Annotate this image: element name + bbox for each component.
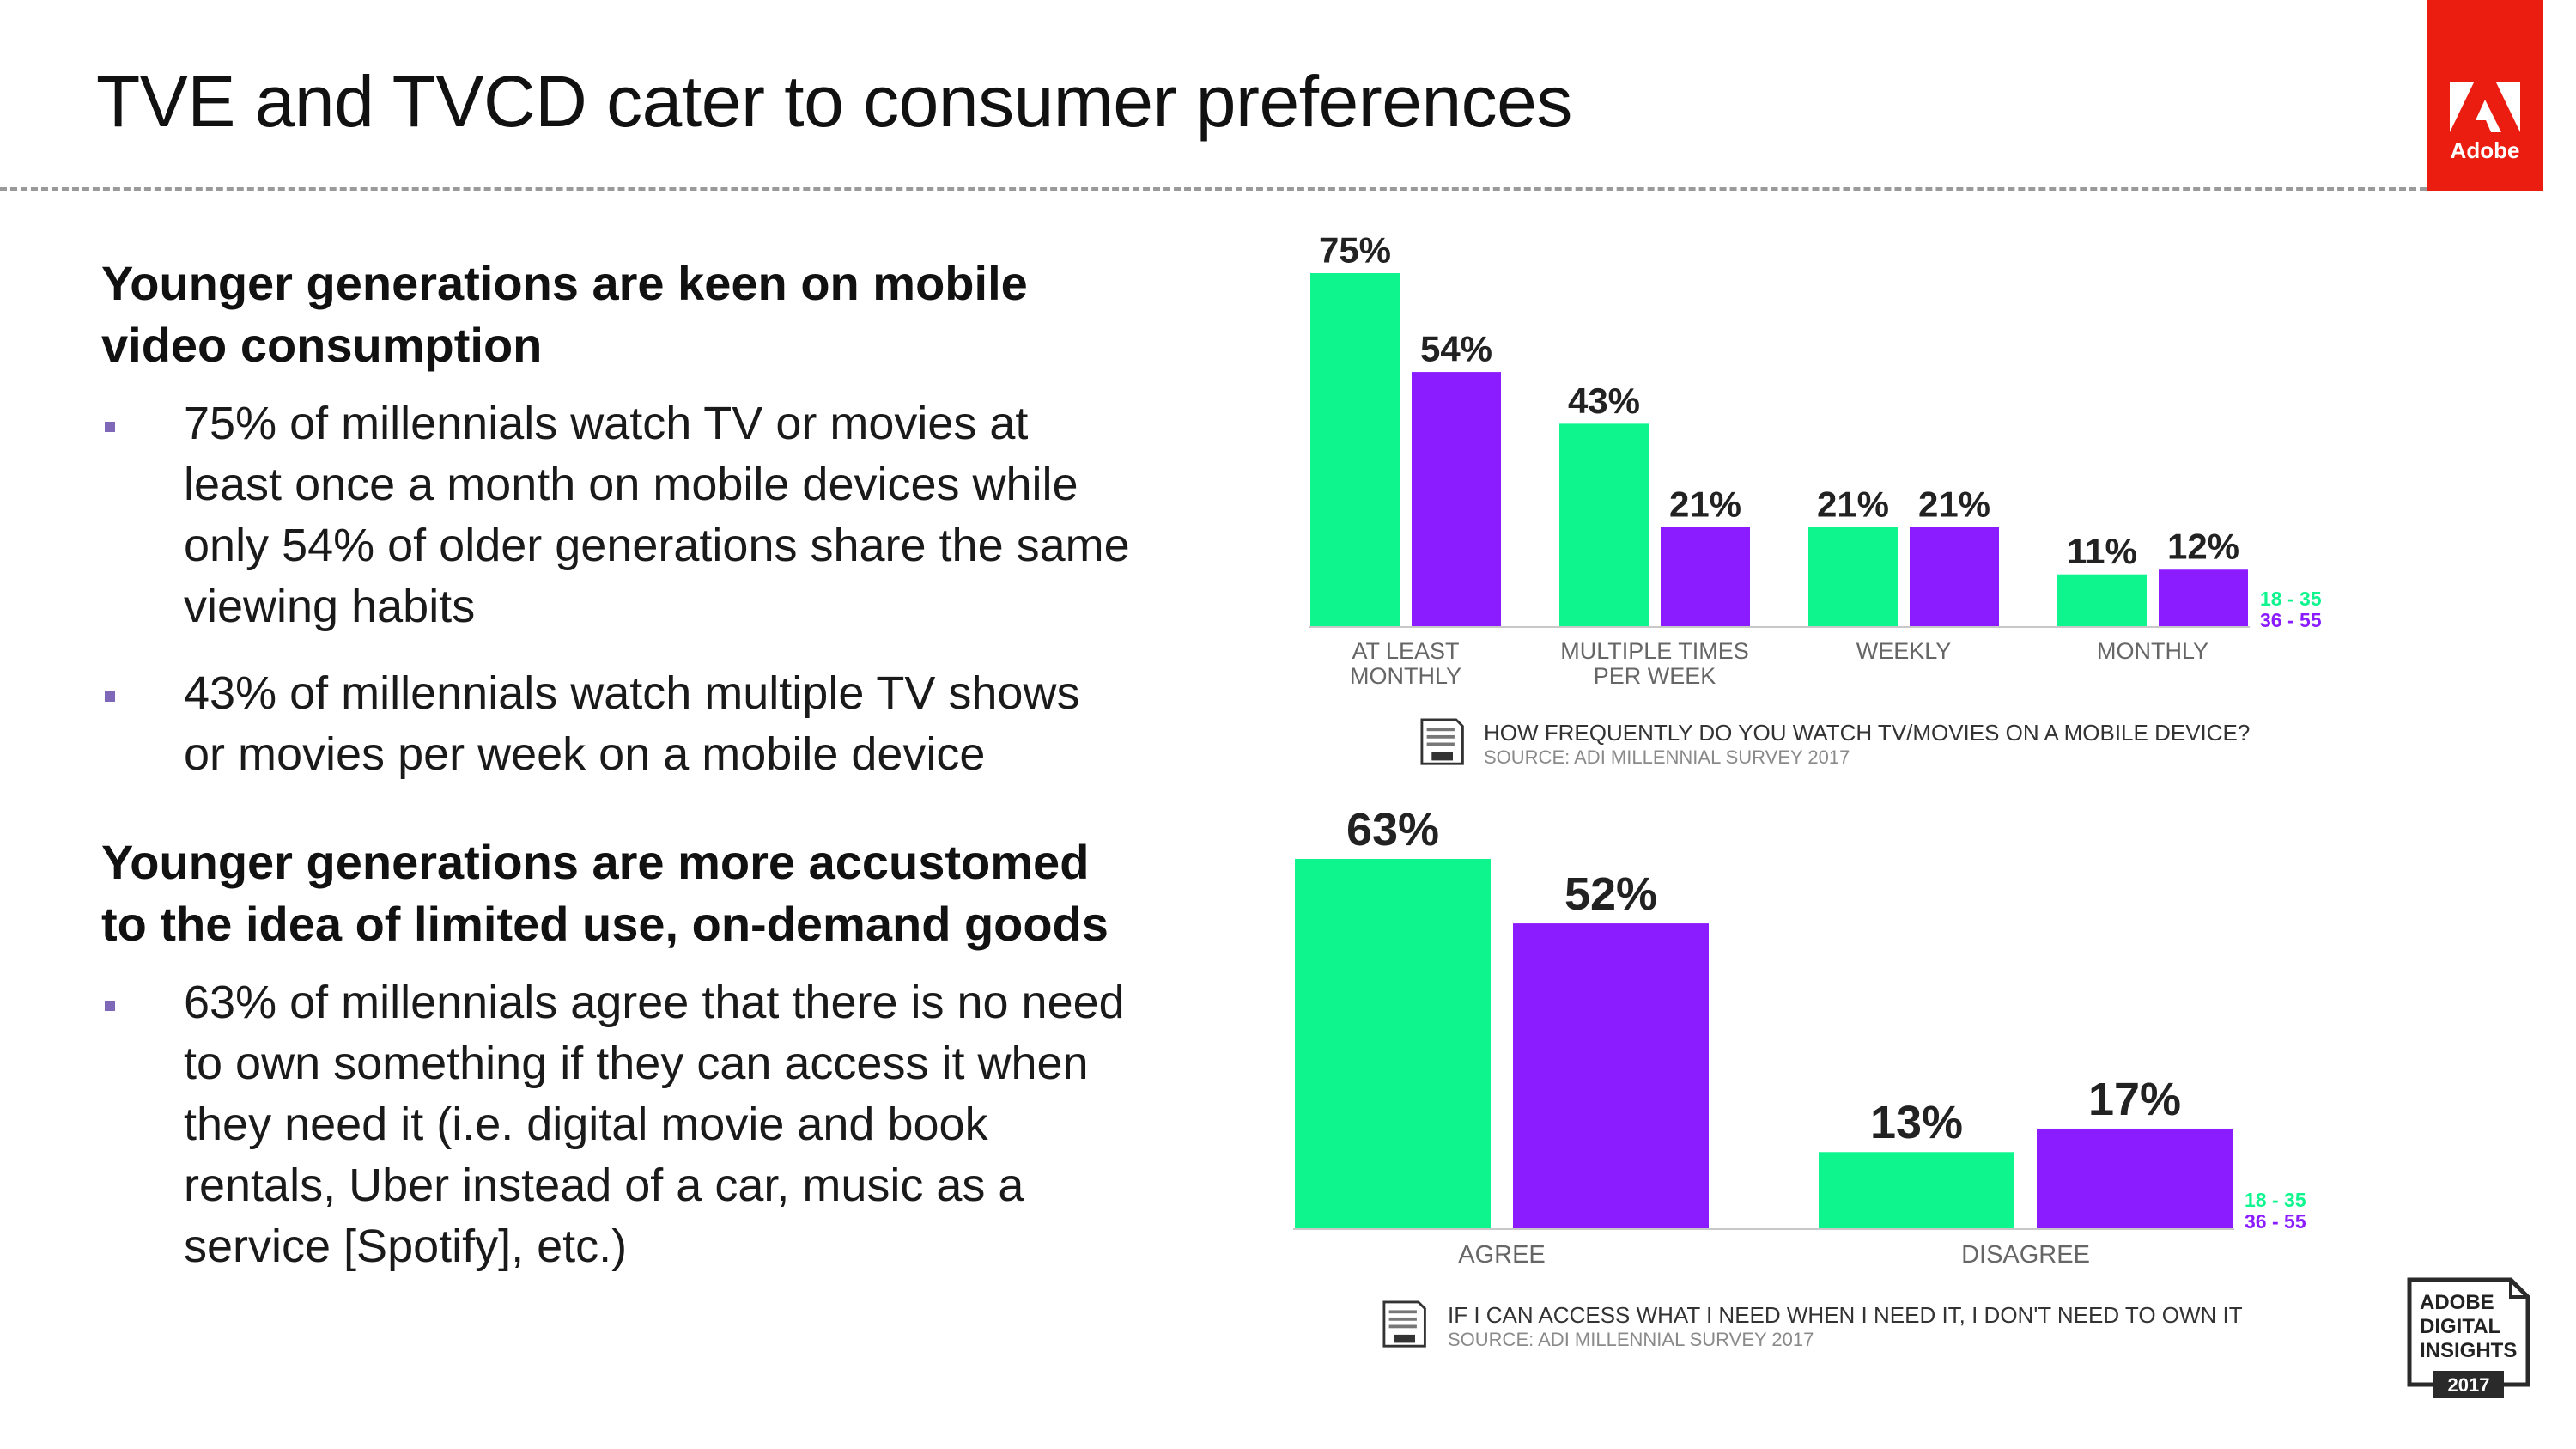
chart-source: SOURCE: ADI MILLENNIAL SURVEY 2017 — [1448, 1329, 1814, 1350]
bullet-item: 75% of millennials watch TV or movies at… — [101, 393, 1132, 637]
chart-bar — [1819, 1152, 2014, 1228]
chart-data-label: 54% — [1420, 328, 1492, 368]
chart-legend-entry: 18 - 35 — [2260, 588, 2322, 610]
adobe-logo-icon — [2450, 82, 2520, 132]
bullet-item: 63% of millennials agree that there is n… — [101, 972, 1132, 1277]
chart-category-label: DISAGREE — [1961, 1241, 2090, 1269]
chart-bar — [1910, 527, 1999, 626]
adi-mini-badge-icon — [1382, 1300, 1426, 1348]
bullet-marker-icon — [105, 691, 115, 702]
bullet-text: 75% of millennials watch TV or movies at… — [184, 398, 1130, 632]
chart-bar — [2037, 1128, 2233, 1228]
adobe-logo: Adobe — [2427, 0, 2543, 191]
bullet-marker-icon — [105, 422, 115, 432]
chart-category-label: WEEKLY — [1856, 638, 1952, 664]
chart-bar — [2159, 569, 2248, 626]
chart-bar — [1412, 372, 1501, 626]
chart-bar — [1808, 527, 1898, 626]
chart-data-label: 52% — [1564, 868, 1657, 920]
bullet-list-mobile: 75% of millennials watch TV or movies at… — [101, 393, 1132, 785]
chart-category-label: MONTHLY — [2097, 638, 2208, 664]
chart-data-label: 43% — [1568, 381, 1640, 421]
page-title: TVE and TVCD cater to consumer preferenc… — [96, 61, 1572, 142]
bullet-list-ondemand: 63% of millennials agree that there is n… — [101, 972, 1132, 1277]
chart-bar — [2057, 574, 2147, 626]
chart-legend-entry: 36 - 55 — [2260, 609, 2322, 631]
chart-bar — [1513, 923, 1709, 1228]
adobe-logo-wordmark: Adobe — [2450, 137, 2520, 163]
chart-title: HOW FREQUENTLY DO YOU WATCH TV/MOVIES ON… — [1484, 720, 2250, 746]
title-divider — [0, 187, 2427, 191]
bullet-text: 43% of millennials watch multiple TV sho… — [184, 667, 1080, 780]
chart-bar — [1310, 273, 1400, 626]
chart-category-label: PER WEEK — [1594, 663, 1716, 689]
chart-category-label: AGREE — [1458, 1241, 1546, 1269]
chart-data-label: 75% — [1319, 229, 1391, 270]
chart-legend-entry: 36 - 55 — [2245, 1210, 2306, 1233]
badge-line: INSIGHTS — [2420, 1339, 2517, 1362]
chart-data-label: 17% — [2088, 1074, 2181, 1125]
chart-bar — [1295, 859, 1491, 1228]
adi-mini-badge-icon — [1420, 718, 1464, 765]
section-heading-mobile: Younger generations are keen on mobile v… — [101, 256, 1028, 372]
text-column: Younger generations are keen on mobile v… — [101, 253, 1132, 1324]
chart-data-label: 12% — [2167, 527, 2239, 567]
bullet-item: 43% of millennials watch multiple TV sho… — [101, 663, 1132, 785]
bullet-marker-icon — [105, 1001, 115, 1011]
chart-data-label: 63% — [1346, 804, 1439, 855]
badge-line: 2017 — [2448, 1374, 2490, 1396]
chart-category-label: AT LEAST — [1352, 638, 1459, 664]
chart-title: IF I CAN ACCESS WHAT I NEED WHEN I NEED … — [1448, 1302, 2243, 1328]
badge-line: ADOBE — [2420, 1291, 2494, 1314]
chart-data-label: 21% — [1669, 484, 1741, 524]
chart-legend-entry: 18 - 35 — [2245, 1189, 2306, 1211]
section-heading-ondemand: Younger generations are more accustomed … — [101, 835, 1109, 951]
chart-data-label: 13% — [1870, 1097, 1963, 1148]
chart-data-label: 11% — [2067, 531, 2137, 571]
bullet-text: 63% of millennials agree that there is n… — [184, 977, 1125, 1272]
chart-source: SOURCE: ADI MILLENNIAL SURVEY 2017 — [1484, 746, 1850, 768]
chart-bar — [1559, 423, 1649, 626]
chart-data-label: 21% — [1817, 484, 1889, 524]
chart-data-label: 21% — [1918, 484, 1990, 524]
chart-category-label: MONTHLY — [1350, 663, 1461, 689]
chart-bar — [1661, 527, 1750, 626]
chart-category-label: MULTIPLE TIMES — [1560, 638, 1749, 664]
adi-badge-icon: ADOBE DIGITAL INSIGHTS 2017 — [2407, 1277, 2530, 1398]
badge-line: DIGITAL — [2420, 1315, 2500, 1338]
